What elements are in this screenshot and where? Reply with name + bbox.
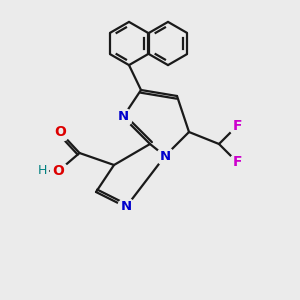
Text: H: H bbox=[37, 164, 47, 178]
Text: O: O bbox=[52, 164, 64, 178]
Text: F: F bbox=[232, 155, 242, 169]
Text: F: F bbox=[232, 119, 242, 133]
Text: N: N bbox=[120, 200, 132, 214]
Text: N: N bbox=[159, 149, 171, 163]
Text: N: N bbox=[117, 110, 129, 124]
Text: O: O bbox=[54, 125, 66, 139]
